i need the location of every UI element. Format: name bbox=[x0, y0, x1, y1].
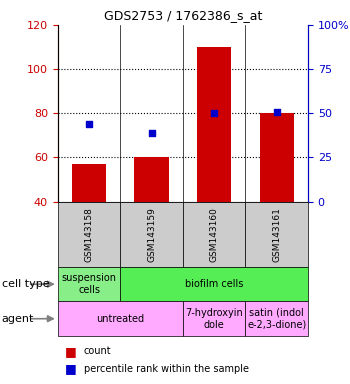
Text: ■: ■ bbox=[65, 345, 77, 358]
Point bbox=[86, 121, 92, 127]
Bar bbox=[245, 301, 308, 336]
Title: GDS2753 / 1762386_s_at: GDS2753 / 1762386_s_at bbox=[104, 9, 262, 22]
Text: cell type: cell type bbox=[2, 279, 49, 289]
Text: count: count bbox=[84, 346, 112, 356]
Text: GSM143158: GSM143158 bbox=[85, 207, 93, 262]
Bar bbox=[58, 267, 120, 301]
Point bbox=[211, 110, 217, 116]
Text: satin (indol
e-2,3-dione): satin (indol e-2,3-dione) bbox=[247, 308, 306, 329]
Bar bbox=[134, 157, 169, 202]
Bar bbox=[183, 301, 245, 336]
Text: 7-hydroxyin
dole: 7-hydroxyin dole bbox=[185, 308, 243, 329]
Text: untreated: untreated bbox=[96, 314, 144, 324]
Bar bbox=[120, 267, 308, 301]
Bar bbox=[245, 202, 308, 267]
Bar bbox=[183, 202, 245, 267]
Bar bbox=[58, 301, 183, 336]
Bar bbox=[259, 113, 294, 202]
Bar bbox=[197, 47, 231, 202]
Point bbox=[274, 108, 280, 114]
Text: GSM143159: GSM143159 bbox=[147, 207, 156, 262]
Text: biofilm cells: biofilm cells bbox=[185, 279, 243, 289]
Bar bbox=[120, 202, 183, 267]
Bar bbox=[72, 164, 106, 202]
Text: GSM143161: GSM143161 bbox=[272, 207, 281, 262]
Text: agent: agent bbox=[2, 314, 34, 324]
Text: ■: ■ bbox=[65, 362, 77, 375]
Point bbox=[149, 130, 154, 136]
Text: percentile rank within the sample: percentile rank within the sample bbox=[84, 364, 249, 374]
Text: GSM143160: GSM143160 bbox=[210, 207, 219, 262]
Bar bbox=[58, 202, 120, 267]
Text: suspension
cells: suspension cells bbox=[62, 273, 117, 295]
